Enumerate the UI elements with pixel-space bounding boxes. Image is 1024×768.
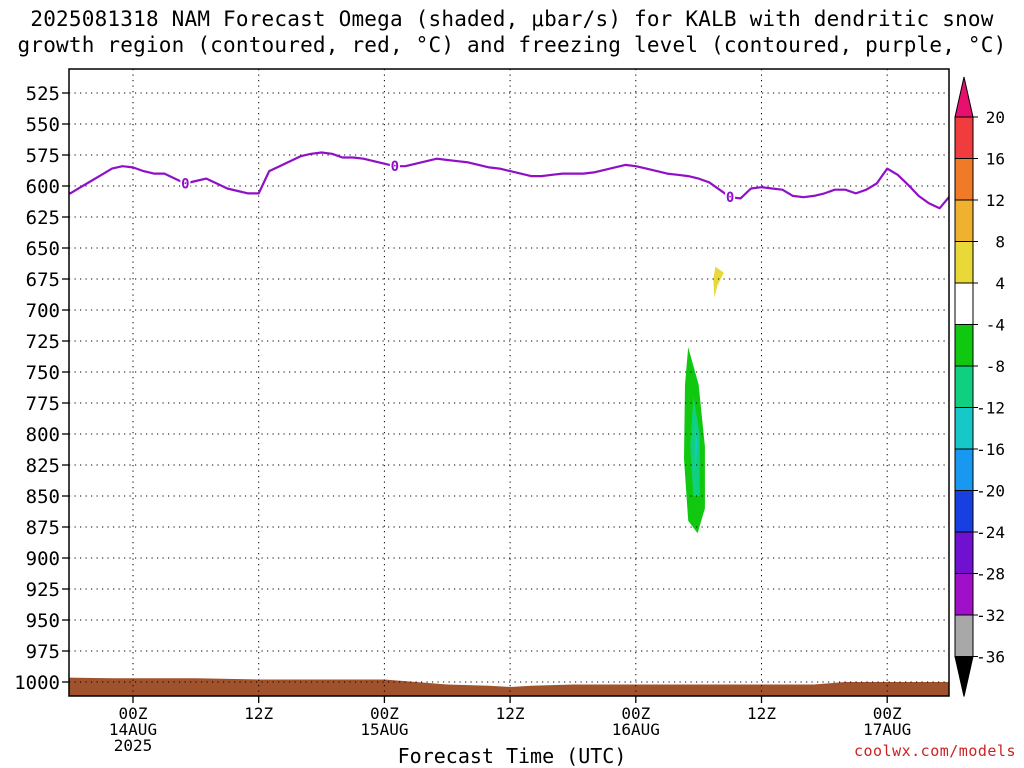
- colorbar-segment: [954, 407, 974, 450]
- colorbar-label: 4: [995, 274, 1005, 293]
- omega-region: [713, 266, 724, 298]
- x-tick-label: 15AUG: [360, 720, 408, 739]
- x-tick-label: 00Z: [873, 704, 902, 723]
- grid-layer: [69, 69, 949, 696]
- colorbar-label: -16: [976, 440, 1005, 459]
- y-tick-label: 900: [26, 548, 60, 570]
- y-tick-label: 775: [26, 393, 60, 415]
- y-tick-label: 825: [26, 455, 60, 477]
- x-tick-label: 16AUG: [612, 720, 660, 739]
- colorbar-label: -8: [986, 357, 1005, 376]
- colorbar-label: -24: [976, 523, 1005, 542]
- x-tick-label: 00Z: [119, 704, 148, 723]
- x-tick-label: 12Z: [244, 704, 273, 723]
- y-tick-label: 925: [26, 579, 60, 601]
- y-tick-label: 550: [26, 114, 60, 136]
- y-tick-label: 575: [26, 145, 60, 167]
- colorbar-label: 16: [986, 150, 1005, 169]
- y-tick-label: 650: [26, 238, 60, 260]
- omega-shading: [69, 250, 849, 596]
- colorbar-label: -12: [976, 399, 1005, 418]
- x-tick-label: 17AUG: [863, 720, 911, 739]
- x-tick-label: 12Z: [496, 704, 525, 723]
- colorbar-segment: [954, 116, 974, 159]
- x-axis-title: Forecast Time (UTC): [397, 744, 627, 768]
- y-tick-label: 950: [26, 610, 60, 632]
- terrain-layer: [69, 677, 949, 696]
- colorbar-top-arrow: [954, 76, 974, 118]
- colorbar-segment: [954, 531, 974, 574]
- colorbar-segment: [954, 241, 974, 284]
- colorbar-segment: [954, 158, 974, 201]
- colorbar-label: 20: [986, 108, 1005, 127]
- colorbar-segment: [954, 490, 974, 533]
- y-tick-label: 850: [26, 486, 60, 508]
- y-tick-label: 875: [26, 517, 60, 539]
- colorbar: 20 16 12 8 4 -4 -8 -12 -16 -20 -24 -28 -32 -36: [954, 76, 1005, 697]
- x-tick-label: 00Z: [370, 704, 399, 723]
- freezing-level-label: 0: [181, 177, 189, 193]
- colorbar-segment: [954, 324, 974, 367]
- omega-region: [694, 421, 698, 472]
- omega-region: [830, 372, 849, 472]
- title-line-1: 2025081318 NAM Forecast Omega (shaded, μ…: [30, 7, 994, 31]
- colorbar-segment: [954, 614, 974, 657]
- colorbar-bottom-arrow: [954, 656, 974, 697]
- x-tick-label: 12Z: [747, 704, 776, 723]
- y-tick-label: 975: [26, 641, 60, 663]
- colorbar-segment: [954, 448, 974, 491]
- colorbar-segment: [954, 199, 974, 242]
- title-line-2: growth region (contoured, red, °C) and f…: [17, 33, 1007, 57]
- colorbar-label: -28: [976, 565, 1005, 584]
- y-axis: 525 550 575 600 625 650 675 700 725 750 775 800 825 8…: [14, 83, 69, 694]
- freezing-level-label: 0: [391, 159, 399, 175]
- omega-region: [690, 396, 700, 496]
- site-credit: coolwx.com/models: [853, 742, 1016, 760]
- x-tick-label: 2025: [114, 736, 153, 755]
- freezing-level-layer: 0 0 0: [69, 151, 949, 210]
- freezing-label-bg: [725, 190, 736, 204]
- y-tick-label: 1000: [14, 672, 60, 694]
- y-tick-label: 525: [26, 83, 60, 105]
- y-tick-label: 625: [26, 207, 60, 229]
- chart-title: 2025081318 NAM Forecast Omega (shaded, μ…: [0, 6, 1024, 58]
- colorbar-segment: [954, 365, 974, 408]
- freezing-level-label: 0: [726, 190, 734, 206]
- omega-region: [149, 384, 167, 565]
- x-tick-label: 14AUG: [109, 720, 157, 739]
- colorbar-label: -36: [976, 648, 1005, 667]
- colorbar-segment: [954, 573, 974, 616]
- y-tick-label: 800: [26, 424, 60, 446]
- colorbar-label: -20: [976, 482, 1005, 501]
- colorbar-segment: [954, 282, 974, 325]
- terrain-area: [69, 677, 949, 696]
- y-tick-label: 700: [26, 300, 60, 322]
- x-tick-label: 00Z: [621, 704, 650, 723]
- colorbar-label: -32: [976, 606, 1005, 625]
- y-tick-label: 725: [26, 331, 60, 353]
- colorbar-label: 12: [986, 191, 1005, 210]
- y-tick-label: 750: [26, 362, 60, 384]
- colorbar-label: 8: [995, 233, 1005, 252]
- freezing-level-line: [69, 151, 949, 210]
- colorbar-label: -4: [986, 316, 1005, 335]
- y-tick-label: 675: [26, 269, 60, 291]
- freezing-label-bg: [389, 159, 400, 173]
- y-tick-label: 600: [26, 176, 60, 198]
- plot-frame: [68, 68, 950, 697]
- freezing-label-bg: [180, 176, 191, 190]
